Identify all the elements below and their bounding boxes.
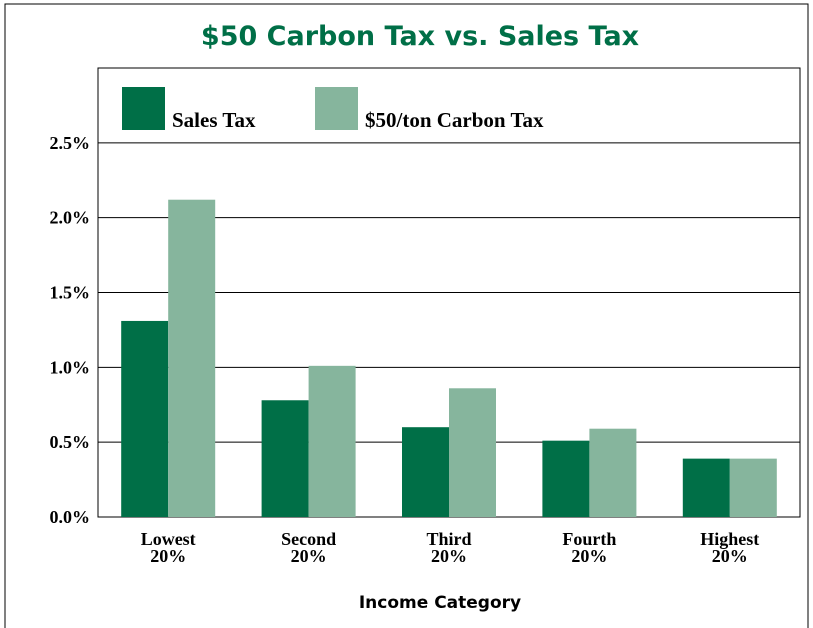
y-tick-label: 2.0% — [50, 208, 91, 228]
bar — [542, 440, 590, 517]
bar — [168, 199, 216, 517]
x-tick-label: Fourth 20% — [562, 529, 617, 566]
y-tick-label: 0.0% — [50, 507, 91, 527]
bar — [402, 427, 449, 517]
x-tick-label: Second 20% — [281, 529, 337, 566]
bar — [261, 400, 309, 517]
y-tick-label: 1.5% — [50, 283, 91, 303]
x-tick-label: Highest 20% — [700, 529, 760, 566]
y-tick-label: 1.0% — [50, 357, 91, 377]
bar — [449, 388, 496, 517]
legend-label: Sales Tax — [172, 108, 256, 132]
bar — [682, 458, 730, 517]
bar — [121, 320, 169, 517]
y-tick-label: 0.5% — [50, 432, 91, 452]
legend-swatch — [122, 87, 165, 130]
legend-swatch — [315, 87, 358, 130]
chart-title: $50 Carbon Tax vs. Sales Tax — [201, 21, 639, 52]
bar — [589, 428, 637, 517]
frame — [4, 3, 809, 628]
y-tick-label: 2.5% — [50, 133, 91, 153]
legend-label: $50/ton Carbon Tax — [365, 108, 544, 132]
x-axis-label: Income Category — [359, 593, 521, 613]
bar — [308, 365, 356, 517]
x-tick-label: Third 20% — [426, 529, 472, 566]
x-tick-label: Lowest 20% — [140, 529, 196, 566]
bar — [729, 458, 777, 517]
